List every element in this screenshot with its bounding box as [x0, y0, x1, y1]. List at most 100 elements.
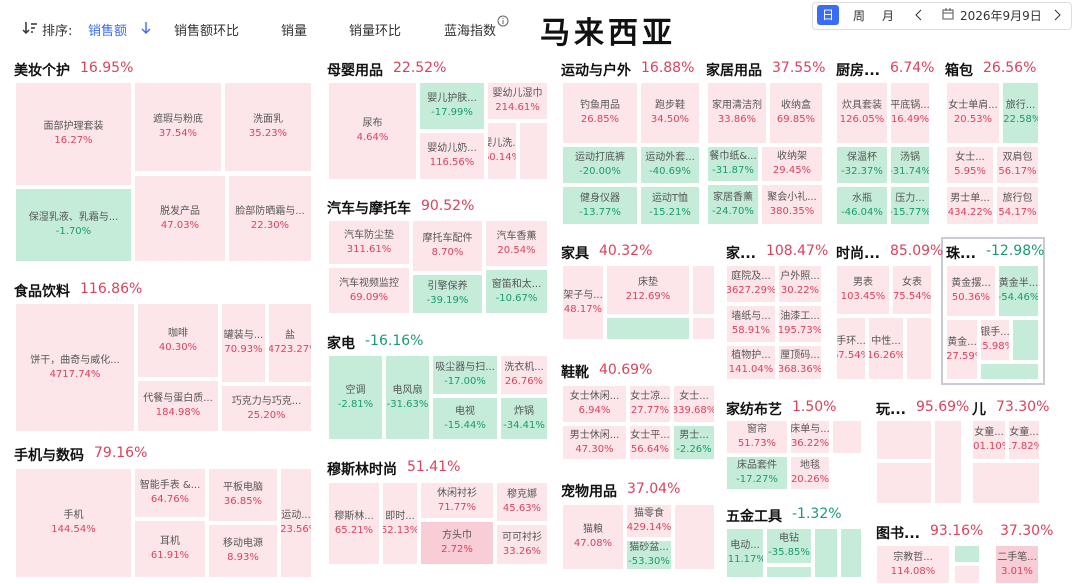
category-tile[interactable]: 洗衣机... 26.76%	[500, 355, 548, 395]
blank-tile[interactable]	[519, 122, 548, 180]
category-tile[interactable]: 植物护... 141.04%	[726, 345, 776, 380]
category-tile[interactable]: 女表 75.54%	[892, 265, 932, 315]
category-tile[interactable]: 猫粮 47.08%	[562, 504, 624, 570]
category-tile[interactable]: 猫零食 429.14%	[626, 504, 672, 538]
category-tile[interactable]: 女童... 17.82%	[1008, 420, 1040, 460]
category-tile[interactable]: 可可衬衫 33.26%	[496, 524, 548, 565]
category-tile[interactable]: 摩托车配件 8.70%	[412, 220, 483, 272]
category-tile[interactable]: 休闲衬衫 71.77%	[420, 482, 494, 519]
category-tile[interactable]: 庭院及... 3627.29%	[726, 265, 776, 303]
category-tile[interactable]: 手环... 67.54%	[836, 317, 866, 380]
category-tile[interactable]: 运动打底裤 -20.00%	[562, 146, 638, 184]
category-tile[interactable]: 家用清洁剂 33.86%	[707, 82, 767, 144]
blank-tile[interactable]	[954, 545, 980, 563]
sort-option[interactable]: 销售额环比	[174, 24, 240, 39]
category-tile[interactable]: 男士单... 434.22%	[946, 186, 994, 225]
blank-tile[interactable]	[906, 317, 932, 380]
info-icon[interactable]	[497, 15, 509, 27]
prev-button[interactable]	[914, 9, 924, 21]
blank-tile[interactable]	[692, 265, 715, 315]
category-tile[interactable]: 汽车香薰 20.54%	[485, 220, 548, 267]
mode-button[interactable]: 日	[817, 5, 839, 25]
category-tile[interactable]: 压力... -15.77%	[890, 186, 930, 225]
blank-tile[interactable]	[1012, 319, 1039, 361]
category-tile[interactable]: 床单与... 36.22%	[790, 420, 830, 454]
category-tile[interactable]: 汤锅 -31.74%	[890, 146, 930, 184]
category-tile[interactable]: 空调 -2.81%	[328, 355, 383, 440]
category-tile[interactable]: 智能手表 &... 64.76%	[134, 468, 206, 518]
mode-button[interactable]: 月	[882, 9, 895, 23]
blank-tile[interactable]	[876, 420, 932, 460]
category-tile[interactable]: 聚会小礼... 380.35%	[761, 184, 823, 225]
category-tile[interactable]: 洗面乳 35.23%	[224, 82, 312, 172]
category-tile[interactable]: 户外照... 30.22%	[778, 265, 822, 303]
category-tile[interactable]: 女士凉... 27.77%	[629, 385, 671, 423]
category-tile[interactable]: 架子与... 48.17%	[562, 265, 604, 340]
category-tile[interactable]: 窗帘 51.73%	[726, 420, 788, 454]
category-tile[interactable]: 平底锅... 16.49%	[890, 82, 930, 144]
blank-tile[interactable]	[766, 566, 812, 578]
category-tile[interactable]: 墙纸与... 58.91%	[726, 305, 776, 343]
category-tile[interactable]: 跑步鞋 34.50%	[640, 82, 700, 144]
category-tile[interactable]: 婴儿护肤... -17.99%	[419, 82, 485, 130]
category-tile[interactable]: 黄金半... -54.46%	[998, 265, 1039, 317]
category-tile[interactable]: 手机 144.54%	[15, 468, 132, 578]
category-tile[interactable]: 炊具套装 126.05%	[836, 82, 888, 144]
category-tile[interactable]: 罐装与... 70.93%	[221, 303, 266, 383]
category-tile[interactable]: 女士单肩... 20.53%	[946, 82, 1000, 144]
category-tile[interactable]: 运动... 123.56%	[280, 468, 312, 578]
category-tile[interactable]: 猫砂盆... -53.30%	[626, 540, 672, 570]
category-tile[interactable]: 健身仪器 -13.77%	[562, 186, 638, 225]
category-tile[interactable]: 男士... -2.26%	[673, 425, 715, 460]
category-tile[interactable]: 遮瑕与粉底 37.54%	[134, 82, 222, 172]
category-tile[interactable]: 脸部防晒霜与... 22.30%	[228, 175, 312, 262]
category-tile[interactable]: 女童... 101.10%	[972, 420, 1006, 460]
sort-option[interactable]: 销量环比	[349, 24, 402, 39]
category-tile[interactable]: 脱发产品 47.03%	[134, 175, 226, 262]
category-tile[interactable]: 即时... 52.13%	[382, 482, 418, 565]
blank-tile[interactable]	[972, 462, 1040, 504]
next-button[interactable]	[1052, 9, 1062, 21]
category-tile[interactable]: 女士休闲... 6.94%	[562, 385, 627, 423]
category-tile[interactable]: 平板电脑 36.85%	[208, 468, 278, 522]
category-tile[interactable]: 运动T恤 -15.21%	[640, 186, 700, 225]
category-tile[interactable]: 电风扇 -31.63%	[385, 355, 430, 440]
category-tile[interactable]: 保温杯 -32.37%	[836, 146, 888, 184]
category-tile[interactable]: 宗教哲... 114.08%	[876, 545, 950, 584]
category-tile[interactable]: 二手笔... 3.01%	[995, 545, 1039, 584]
category-tile[interactable]: 黄金摆... 50.36%	[946, 265, 996, 317]
sort-option[interactable]: 销量	[281, 24, 308, 39]
blank-tile[interactable]	[814, 528, 838, 578]
category-tile[interactable]: 家居香薰 -24.70%	[707, 184, 759, 225]
category-tile[interactable]: 收纳盒 69.85%	[769, 82, 823, 144]
category-tile[interactable]: 电视 -15.44%	[432, 397, 498, 440]
category-tile[interactable]: 窗笛和太... -10.67%	[485, 269, 548, 314]
sort-direction[interactable]	[140, 21, 152, 35]
category-tile[interactable]: 黄金... 227.59%	[946, 319, 978, 380]
category-tile[interactable]: 咖啡 40.30%	[137, 303, 219, 378]
category-tile[interactable]: 旅行... -22.58%	[1002, 82, 1039, 144]
date-text[interactable]: 2026年9月9日	[960, 9, 1042, 23]
blank-tile[interactable]	[980, 363, 1039, 380]
category-tile[interactable]: 婴儿洗... 60.14%	[487, 122, 517, 180]
category-tile[interactable]: 床垫 212.69%	[606, 265, 690, 315]
blank-tile[interactable]	[606, 317, 690, 340]
blank-tile[interactable]	[954, 565, 980, 584]
category-tile[interactable]: 油漆工... 195.73%	[778, 305, 822, 343]
category-tile[interactable]: 水瓶 -46.04%	[836, 186, 888, 225]
category-tile[interactable]: 代餐与蛋白质... 184.98%	[137, 380, 219, 432]
category-tile[interactable]: 运动外套... -40.69%	[640, 146, 700, 184]
category-tile[interactable]: 盐 14723.27%	[268, 303, 312, 383]
category-tile[interactable]: 耳机 61.91%	[134, 520, 206, 578]
category-tile[interactable]: 移动电源 8.93%	[208, 524, 278, 578]
category-tile[interactable]: 双肩包 56.17%	[996, 146, 1039, 184]
category-tile[interactable]: 厘顶码... 368.36%	[778, 345, 822, 380]
sort-option[interactable]: 销售额	[88, 24, 128, 39]
category-tile[interactable]: 餐巾纸&... -31.87%	[707, 146, 759, 182]
category-tile[interactable]: 汽车视频监控 69.09%	[328, 267, 410, 314]
category-tile[interactable]: 中性... 16.26%	[868, 317, 904, 380]
category-tile[interactable]: 尿布 4.64%	[328, 82, 417, 180]
category-tile[interactable]: 吸尘器与扫... -17.00%	[432, 355, 498, 395]
category-tile[interactable]: 婴幼儿奶... 116.56%	[419, 132, 485, 180]
category-tile[interactable]: 面部护理套装 16.27%	[15, 82, 132, 186]
